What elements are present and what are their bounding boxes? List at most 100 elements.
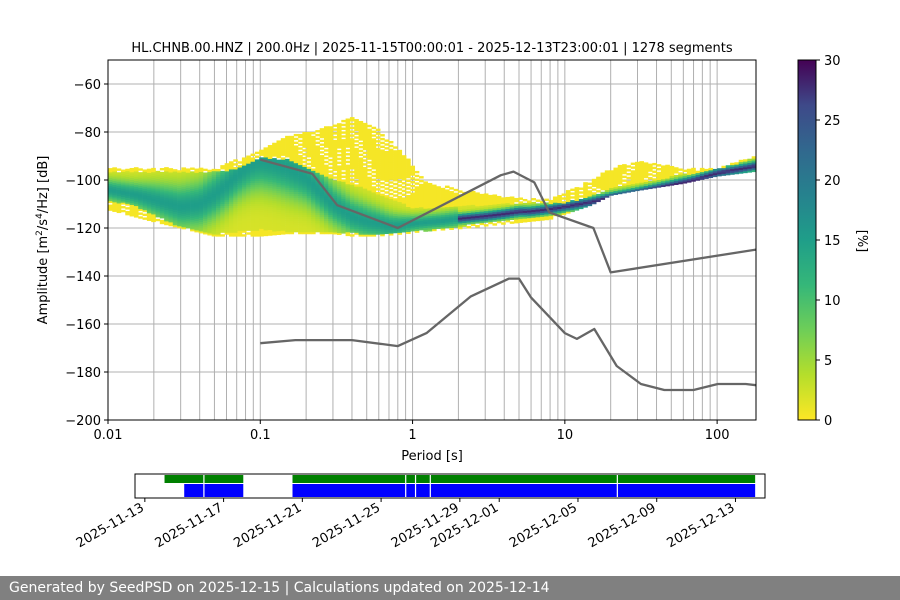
heatmap-cell [479,197,485,201]
heatmap-cell [233,197,238,201]
heatmap-cell [544,217,549,221]
heatmap-cell [246,184,251,187]
heatmap-cell [146,176,152,179]
heatmap-cell [220,176,225,180]
heatmap-cell [354,199,359,203]
heatmap-cell [397,213,403,216]
heatmap-cell [336,144,342,147]
heatmap-cell [306,220,312,223]
heatmap-cell [488,206,493,209]
heatmap-cell [151,217,156,221]
heatmap-cell [324,128,329,131]
heatmap-cell [220,193,225,197]
heatmap-cell [267,214,273,217]
heatmap-cell [267,181,273,184]
heatmap-cell [341,175,346,178]
heatmap-cell [596,180,601,183]
heatmap-cell [302,137,308,141]
heatmap-cell [267,212,273,215]
heatmap-cell [298,162,303,166]
heatmap-cell [315,181,320,185]
colorbar-tick-label: 10 [824,294,841,309]
heatmap-cell [414,199,420,203]
heatmap-cell [228,186,234,189]
heatmap-cell [505,219,511,223]
heatmap-cell [155,211,161,214]
heatmap-cell [652,162,657,166]
heatmap-cell [388,152,394,155]
heatmap-cell [583,203,588,206]
heatmap-cell [272,158,277,161]
heatmap-cell [246,211,251,214]
heatmap-cell [358,174,364,178]
heatmap-cell [380,145,385,148]
heatmap-cell [220,209,225,212]
heatmap-cell [475,192,480,195]
heatmap-cell [466,210,472,213]
heatmap-cell [669,173,675,177]
heatmap-cell [358,184,364,187]
heatmap-cell [233,176,238,180]
heatmap-cell [315,133,320,137]
heatmap-cell [397,170,403,174]
heatmap-cell [358,178,364,181]
heatmap-cell [185,189,191,192]
heatmap-cell [306,185,312,189]
heatmap-cell [263,199,269,202]
heatmap-cell [354,149,359,153]
heatmap-cell [224,213,230,216]
heatmap-cell [207,198,212,201]
heatmap-cell [151,187,156,190]
heatmap-cell [168,219,174,223]
heatmap-cell [315,166,320,169]
heatmap-cell [211,207,217,210]
heatmap-cell [285,185,290,189]
heatmap-cell [198,171,204,174]
heatmap-cell [388,219,394,223]
heatmap-cell [336,132,342,136]
heatmap-cell [246,201,251,204]
heatmap-cell [263,210,269,214]
heatmap-cell [328,206,333,210]
heatmap-cell [570,203,575,207]
heatmap-cell [311,156,316,160]
low-noise-model-curve [260,277,756,392]
heatmap-cell [177,208,182,211]
heatmap-cell [228,188,234,191]
heatmap-cell [419,206,424,210]
heatmap-cell [336,173,342,176]
heatmap-cell [263,228,269,231]
heatmap-cell [362,205,368,208]
heatmap-cell [172,188,178,191]
heatmap-cell [311,176,316,179]
heatmap-cell [665,176,670,179]
heatmap-cell [457,221,463,224]
heatmap-cell [643,187,649,190]
heatmap-cell [250,203,256,206]
heatmap-cell [557,202,562,206]
heatmap-cell [669,177,675,180]
heatmap-cell [341,148,346,152]
heatmap-cell [272,190,277,194]
heatmap-cell [362,211,368,214]
heatmap-cell [397,188,403,191]
heatmap-cell [375,161,381,164]
heatmap-cell [401,207,407,210]
heatmap-cell [336,232,342,236]
heatmap-cell [289,181,295,185]
heatmap-cell [384,195,390,198]
heatmap-cell [354,165,359,168]
heatmap-cell [228,218,234,222]
heatmap-cell [695,178,701,181]
heatmap-cell [315,204,320,208]
noise-model-curves [259,158,756,392]
heatmap-cell [496,201,502,205]
heatmap-cell [362,188,368,191]
heatmap-cell [263,151,269,154]
heatmap-cell [375,201,381,204]
heatmap-cell [237,213,243,216]
heatmap-cell [280,172,286,176]
heatmap-cell [518,209,524,212]
heatmap-cell [678,174,683,177]
heatmap-cell [419,197,424,200]
